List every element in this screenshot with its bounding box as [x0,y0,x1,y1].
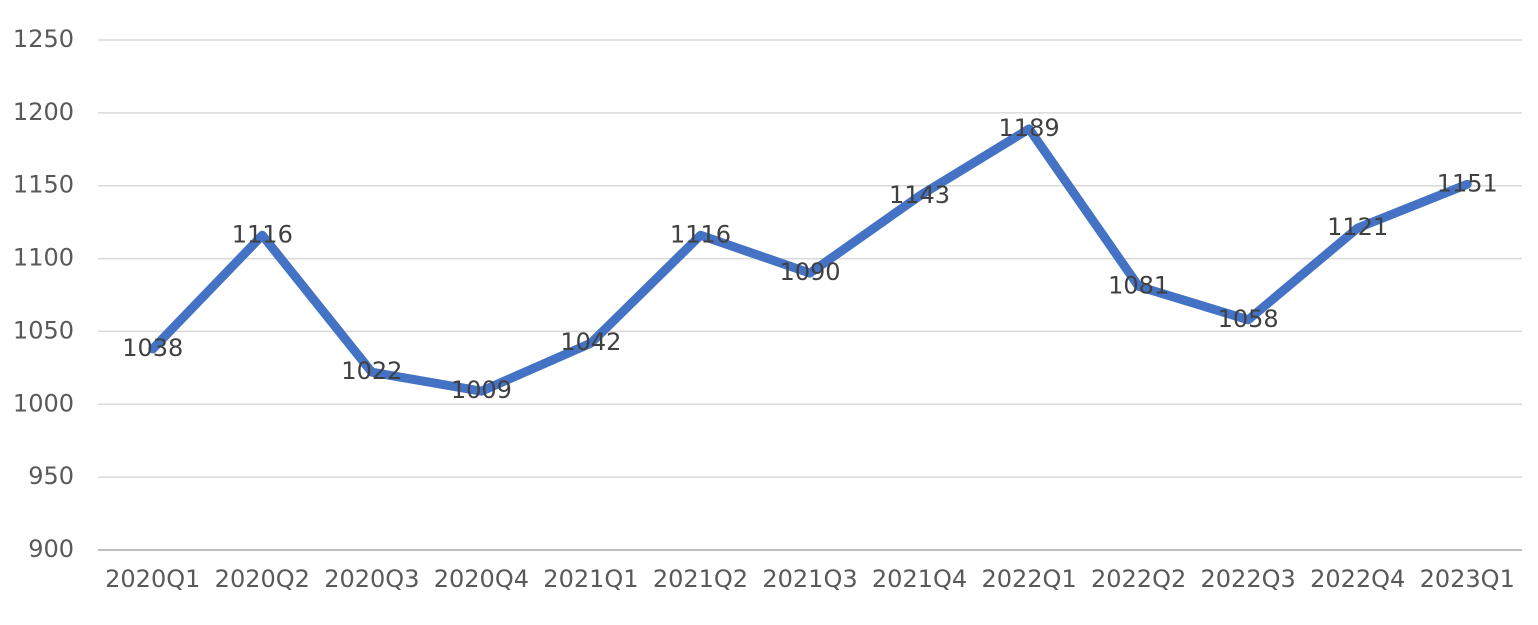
data-label: 1042 [560,328,621,356]
data-label: 1121 [1327,213,1388,241]
y-tick-label: 1000 [13,389,74,417]
x-tick-label: 2022Q2 [1091,565,1186,593]
data-label: 1038 [122,334,183,362]
data-label: 1143 [889,181,950,209]
y-tick-label: 950 [28,462,74,490]
x-tick-label: 2021Q1 [543,565,638,593]
data-label: 1189 [999,114,1060,142]
y-tick-label: 1250 [13,25,74,53]
y-tick-label: 1050 [13,316,74,344]
data-line [148,124,1472,396]
x-tick-label: 2020Q4 [434,565,529,593]
x-tick-label: 2023Q1 [1420,565,1515,593]
data-label: 1116 [670,220,731,248]
y-tick-label: 1200 [13,98,74,126]
x-tick-label: 2021Q4 [872,565,967,593]
x-tick-label: 2021Q2 [653,565,748,593]
x-tick-label: 2020Q2 [215,565,310,593]
x-tick-label: 2021Q3 [762,565,857,593]
x-tick-label: 2020Q1 [105,565,200,593]
x-tick-label: 2022Q1 [981,565,1076,593]
y-tick-label: 900 [28,535,74,563]
data-label: 1022 [341,357,402,385]
y-tick-label: 1150 [13,171,74,199]
y-tick-label: 1100 [13,244,74,272]
data-label: 1116 [232,220,293,248]
x-tick-label: 2022Q4 [1310,565,1405,593]
data-label: 1151 [1437,169,1498,197]
data-label: 1090 [779,258,840,286]
x-tick-label: 2022Q3 [1201,565,1296,593]
data-label: 1058 [1218,305,1279,333]
x-tick-label: 2020Q3 [324,565,419,593]
data-label: 1081 [1108,271,1169,299]
data-label: 1009 [451,376,512,404]
